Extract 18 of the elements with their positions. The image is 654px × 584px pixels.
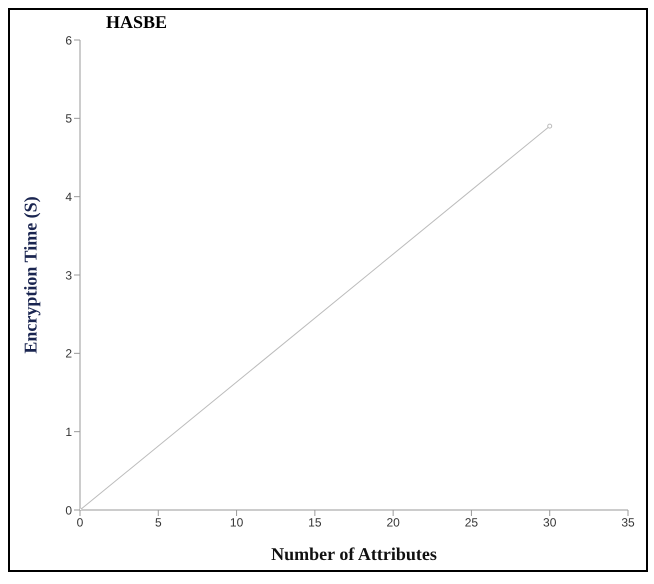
x-tick-label: 35 xyxy=(621,516,635,530)
y-tick-label: 2 xyxy=(65,346,72,361)
x-tick-label: 5 xyxy=(154,516,162,530)
y-tick-label: 1 xyxy=(65,424,72,439)
y-tick-label: 4 xyxy=(65,190,72,204)
x-axis-title: Number of Attributes xyxy=(271,544,437,564)
x-tick-label: 20 xyxy=(386,516,400,530)
x-tick-label: 15 xyxy=(308,516,322,530)
x-tick-label: 25 xyxy=(464,516,478,530)
y-tick-label: 3 xyxy=(65,268,72,282)
chart-title: HASBE xyxy=(106,12,168,33)
x-tick-label: 0 xyxy=(76,516,84,530)
y-tick-label: 0 xyxy=(65,503,72,518)
x-tick-label: 10 xyxy=(230,516,244,530)
x-tick-label: 30 xyxy=(543,516,557,530)
y-tick-label: 6 xyxy=(65,33,72,48)
y-tick-label: 5 xyxy=(65,112,72,126)
y-axis-title: Encryption Time (S) xyxy=(20,196,40,354)
